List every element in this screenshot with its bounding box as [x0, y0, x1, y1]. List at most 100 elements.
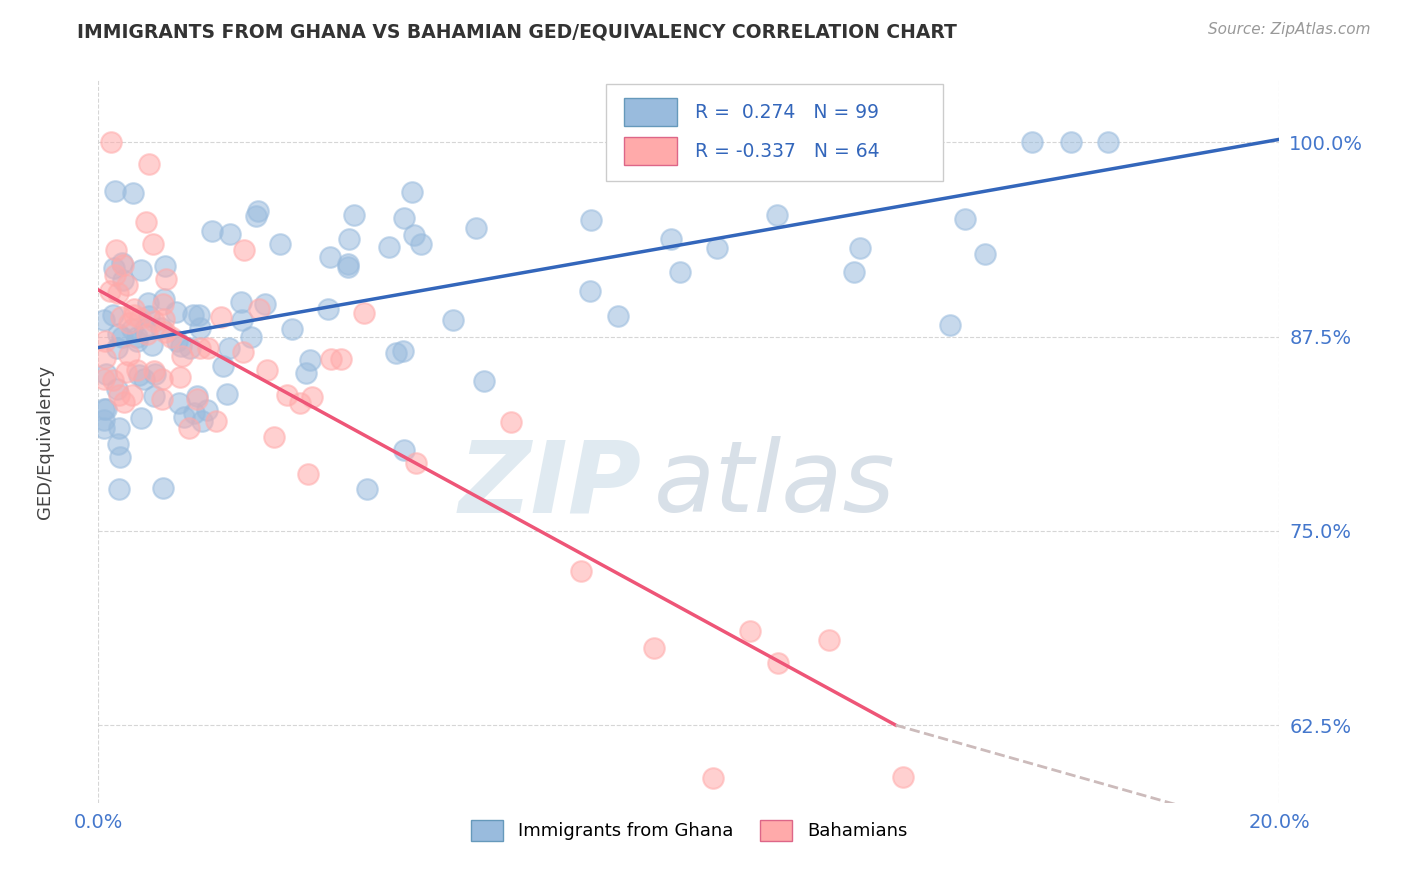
FancyBboxPatch shape — [606, 84, 943, 181]
Point — [392, 211, 415, 225]
Point — [93, 371, 115, 385]
Point — [218, 342, 240, 356]
Point — [150, 321, 173, 335]
Point — [117, 277, 139, 292]
Point — [188, 308, 211, 322]
Point — [188, 341, 211, 355]
Point — [132, 372, 155, 386]
Point — [384, 346, 406, 360]
Point — [103, 308, 125, 322]
Point — [281, 322, 304, 336]
Point — [160, 329, 183, 343]
Point — [953, 212, 976, 227]
Point — [155, 272, 177, 286]
Point — [886, 153, 908, 167]
Point — [298, 352, 321, 367]
Point — [108, 482, 131, 496]
Point — [138, 157, 160, 171]
Point — [1060, 136, 1083, 150]
Point — [93, 413, 115, 427]
Point — [186, 389, 208, 403]
Point — [330, 351, 353, 366]
Point — [179, 342, 201, 356]
Point — [232, 243, 254, 257]
Point — [441, 312, 464, 326]
Point — [122, 302, 145, 317]
Point — [740, 624, 762, 639]
Point — [342, 208, 364, 222]
Point — [136, 296, 159, 310]
Point — [143, 314, 166, 328]
Point — [155, 325, 177, 339]
Point — [93, 351, 115, 365]
Point — [766, 657, 789, 671]
Point — [353, 306, 375, 320]
Point — [145, 367, 167, 381]
Point — [217, 387, 239, 401]
Point — [142, 237, 165, 252]
Bar — [624, 137, 678, 165]
Point — [152, 297, 174, 311]
Point — [172, 349, 194, 363]
Point — [111, 330, 134, 344]
Point — [129, 263, 152, 277]
Point — [232, 345, 254, 359]
Point — [121, 321, 143, 335]
Point — [239, 330, 262, 344]
Point — [107, 327, 129, 342]
Point — [842, 265, 865, 279]
Point — [150, 392, 173, 406]
Point — [183, 406, 205, 420]
Point — [100, 136, 122, 150]
Point — [150, 372, 173, 386]
Point — [143, 389, 166, 403]
Point — [218, 227, 240, 242]
Point — [153, 259, 176, 273]
Text: atlas: atlas — [654, 436, 896, 533]
Point — [152, 312, 174, 326]
Point — [134, 322, 156, 336]
Point — [891, 770, 914, 784]
Point — [1021, 136, 1043, 150]
Point — [121, 186, 143, 200]
Point — [101, 374, 124, 388]
Point — [170, 339, 193, 353]
Point — [96, 367, 118, 381]
Point — [288, 395, 311, 409]
Point — [105, 382, 128, 396]
Point — [766, 209, 789, 223]
Point — [706, 241, 728, 255]
Point — [93, 401, 115, 416]
Point — [401, 185, 423, 199]
Bar — [624, 98, 678, 126]
Point — [569, 564, 592, 578]
Point — [93, 420, 115, 434]
Point — [115, 365, 138, 379]
Point — [141, 337, 163, 351]
Point — [405, 456, 427, 470]
Point — [103, 260, 125, 275]
Point — [118, 316, 141, 330]
Point — [107, 285, 129, 300]
Point — [108, 421, 131, 435]
Point — [669, 265, 692, 279]
Point — [245, 210, 267, 224]
Point — [269, 236, 291, 251]
Point — [337, 232, 360, 246]
Point — [464, 221, 486, 235]
Point — [167, 395, 190, 409]
Point — [606, 309, 628, 323]
Point — [316, 302, 339, 317]
Point — [111, 273, 134, 287]
Point — [197, 341, 219, 355]
Point — [336, 260, 359, 274]
Point — [392, 343, 415, 358]
Point — [212, 359, 235, 374]
Point — [135, 215, 157, 229]
Point — [263, 430, 285, 444]
Point — [125, 330, 148, 344]
Point — [129, 410, 152, 425]
Point — [319, 352, 342, 367]
Point — [1097, 136, 1119, 150]
Text: GED/Equivalency: GED/Equivalency — [37, 365, 55, 518]
